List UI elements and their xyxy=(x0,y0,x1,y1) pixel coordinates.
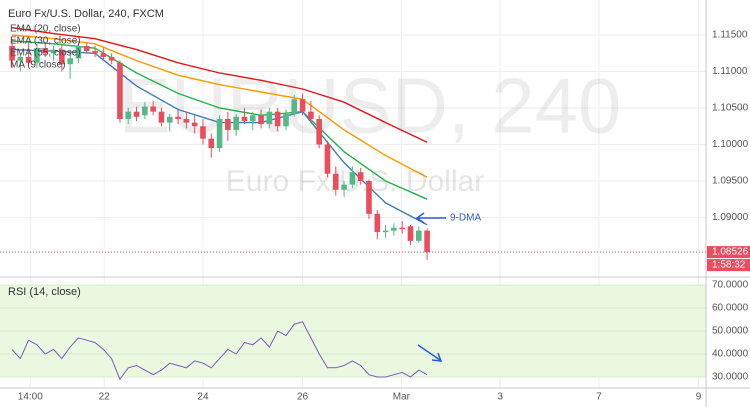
candle-body xyxy=(67,58,73,65)
candle-body xyxy=(391,227,397,231)
annotation-arrow xyxy=(417,344,443,362)
candle-body xyxy=(225,118,231,130)
x-tick-label: 3 xyxy=(497,392,503,403)
y-tick-label: 40.0000 xyxy=(712,349,749,360)
candle-body xyxy=(133,111,140,117)
watermark: EURUSD, 240 xyxy=(119,62,622,150)
candle-body xyxy=(158,111,165,123)
candle-body xyxy=(92,51,98,54)
candle-body xyxy=(266,111,273,125)
countdown-label: 1:58:32 xyxy=(712,260,746,271)
candle-body xyxy=(100,53,107,57)
legend-entry: EMA (20, close) xyxy=(10,24,81,35)
legend-entry: MA (9 close) xyxy=(10,60,66,71)
x-tick-label: 22 xyxy=(99,392,111,403)
candle-body xyxy=(34,48,40,63)
candle-body xyxy=(241,116,248,122)
candle-body xyxy=(382,230,389,233)
candle-body xyxy=(150,106,156,112)
candle-body xyxy=(324,144,331,174)
candle-body xyxy=(357,172,364,181)
candle-body xyxy=(407,226,414,241)
candle-body xyxy=(166,116,173,123)
y-tick-label: 1.10000 xyxy=(712,139,749,150)
candle-body xyxy=(208,138,215,149)
candle-body xyxy=(249,115,256,122)
candle-body xyxy=(349,172,356,185)
price-tag-label: 1.08526 xyxy=(712,247,749,258)
candle-body xyxy=(332,173,339,190)
candle-body xyxy=(424,230,430,253)
annotation-arrow xyxy=(415,212,446,224)
candle-body xyxy=(125,111,132,119)
candle-body xyxy=(366,180,372,214)
price-tag xyxy=(707,246,750,259)
rsi-title: RSI (14, close) xyxy=(8,286,81,298)
candle-body xyxy=(9,45,15,61)
x-tick-label: 14:00 xyxy=(18,392,43,403)
candle-body xyxy=(341,184,347,190)
candle-body xyxy=(17,56,24,61)
candle-body xyxy=(374,213,381,233)
y-tick-label: 30.0000 xyxy=(712,372,749,383)
candle-body xyxy=(258,115,264,125)
candle-body xyxy=(117,62,123,119)
candle-body xyxy=(316,118,322,145)
y-tick-label: 1.09000 xyxy=(712,212,749,223)
candle-body xyxy=(42,48,49,54)
candle-body xyxy=(299,99,306,112)
x-tick-label: 9 xyxy=(696,392,702,403)
y-tick-label: 60.0000 xyxy=(712,303,749,314)
chart-title: Euro Fx/U.S. Dollar, 240, FXCM xyxy=(8,8,164,20)
candle-body xyxy=(399,227,405,230)
marks-layer xyxy=(0,27,706,381)
x-tick-label: 26 xyxy=(297,392,309,403)
annotation: 9-DMA xyxy=(450,213,481,224)
x-tick-label: 24 xyxy=(197,392,209,403)
y-tick-label: 70.0000 xyxy=(712,280,749,291)
countdown-tag xyxy=(707,259,750,272)
candle-body xyxy=(200,126,206,139)
indicator-line xyxy=(11,34,428,178)
candle-body xyxy=(308,111,314,119)
candle-body xyxy=(50,49,57,54)
y-tick-label: 1.11500 xyxy=(712,30,748,41)
candle-body xyxy=(25,56,32,63)
candle-body xyxy=(175,116,181,119)
indicator-line xyxy=(11,27,428,143)
candle-body xyxy=(191,122,198,127)
candle-body xyxy=(216,118,223,149)
y-tick-label: 1.11000 xyxy=(712,66,748,77)
legend-entry: EMA (55, close) xyxy=(10,48,81,59)
candle-body xyxy=(274,111,281,127)
candle-body xyxy=(75,45,82,59)
candle-body xyxy=(291,99,298,114)
legend-entry: EMA (30, close) xyxy=(10,36,81,47)
candle-body xyxy=(183,118,190,123)
x-tick-label: Mar xyxy=(393,392,411,403)
candle-body xyxy=(108,56,115,61)
candle-body xyxy=(283,113,289,127)
candle-body xyxy=(83,45,90,52)
y-tick-label: 1.09500 xyxy=(712,176,749,187)
candle-body xyxy=(415,230,422,241)
candle-body xyxy=(233,116,239,130)
y-tick-label: 1.10500 xyxy=(712,103,749,114)
rsi-line xyxy=(11,321,428,381)
x-tick-label: 7 xyxy=(596,392,602,403)
candle-body xyxy=(142,106,148,116)
y-tick-label: 50.0000 xyxy=(712,326,749,337)
candle-body xyxy=(59,49,65,65)
